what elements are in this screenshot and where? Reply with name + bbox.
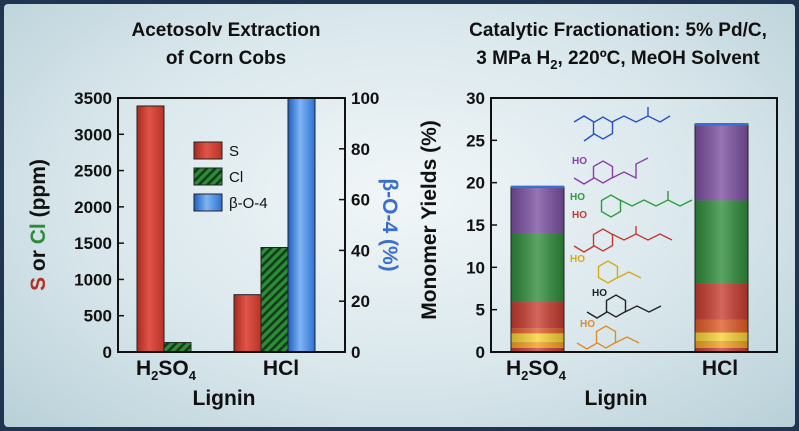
legend-swatch-cl [193, 167, 223, 186]
right-y-axis-label: β-O-4 (%) [378, 178, 401, 271]
right-ytick-label: 20 [351, 292, 370, 311]
left-ytick-label: 500 [84, 307, 112, 326]
right-ytick-label: 80 [351, 140, 370, 159]
legend-label-cl: Cl [229, 169, 243, 186]
stack-segment-shade [695, 283, 748, 320]
molecule-6-ring [605, 294, 627, 318]
right-xtick-h2so4: H2SO4 [506, 357, 567, 383]
stack-segment-shade [695, 124, 748, 201]
legend-label-bo4: β-O-4 [229, 195, 268, 212]
right-x-axis-label: Lignin [585, 387, 648, 410]
stack-segment-shade [695, 319, 748, 333]
left-chart: Acetosolv Extraction of Corn Cobs 0 500 10… [27, 20, 401, 410]
bar-cl-0 [163, 342, 192, 353]
left-plot-area: 0 500 1000 1500 2000 2500 3000 3500 0 20 40 60 80 100 [74, 89, 379, 362]
right-chart-ytick-label: 25 [466, 131, 485, 150]
legend-label-s: S [229, 143, 239, 160]
molecule-1-ring [592, 116, 614, 140]
left-x-axis-label: Lignin [193, 387, 256, 410]
bar-o4-1 [287, 97, 316, 353]
right-chart-y-axis-label: Monomer Yields (%) [418, 120, 441, 320]
left-plot-frame [117, 97, 346, 353]
molecule-2-methoxy [573, 177, 595, 185]
molecule-7-ring [595, 325, 617, 349]
molecule-4-ring [592, 228, 614, 252]
molecule-3-chain [619, 191, 693, 207]
left-ytick-label: 1000 [74, 270, 112, 289]
right-ytick-label: 0 [351, 343, 360, 362]
molecule-1-methoxy [573, 115, 595, 123]
left-xtick-h2so4: H2SO4 [136, 357, 197, 383]
left-title-line-2: of Corn Cobs [166, 48, 286, 69]
right-chart: Catalytic Fractionation: 5% Pd/C, 3 MPa … [418, 20, 778, 410]
structure-oh-label: HO [572, 210, 587, 221]
stack-segment-shade [511, 302, 564, 329]
right-chart-ytick-label: 30 [466, 89, 485, 108]
right-chart-ytick-label: 20 [466, 174, 485, 193]
left-ytick-label: 3500 [74, 89, 112, 108]
molecule-1-hydroxy-bond [583, 133, 595, 142]
stack-segment-shade [695, 340, 748, 348]
right-ytick-label: 60 [351, 191, 370, 210]
structure-oh-label: HO [570, 192, 585, 203]
molecule-5-ring [597, 260, 619, 284]
molecule-4-chain [611, 226, 673, 241]
stack-segment-shade [511, 233, 564, 303]
structure-oh-label: HO [592, 288, 607, 299]
stack-segment-shade [695, 332, 748, 341]
left-ytick-label: 2500 [74, 162, 112, 181]
bar-s-0 [136, 105, 165, 353]
left-ytick-label: 1500 [74, 234, 112, 253]
right-ytick-label: 100 [351, 89, 379, 108]
molecule-2-chain [611, 157, 649, 180]
molecule-1-chain [611, 107, 671, 123]
left-legend: S Cl β-O-4 [193, 141, 268, 212]
left-y-axis-label: S or Cl (ppm) [27, 159, 50, 291]
stack-segment-shade [511, 328, 564, 334]
structure-oh-label: HO [570, 254, 585, 265]
stack-segment-shade [695, 200, 748, 284]
stack-segment-shade [511, 341, 564, 348]
right-chart-ytick-label: 5 [476, 301, 485, 320]
bar-cl-1 [260, 246, 289, 353]
right-chart-ytick-label: 15 [466, 216, 485, 235]
left-xtick-hcl: HCl [263, 357, 299, 380]
molecule-6-chain [624, 305, 662, 313]
right-chart-ytick-label: 0 [476, 343, 485, 362]
molecule-7-methoxy [576, 342, 598, 350]
legend-swatch-s [193, 141, 223, 160]
stack-segment-shade [511, 186, 564, 234]
stack-segment-shade [511, 333, 564, 342]
stack-segment-shade [511, 347, 564, 352]
figure-panel [4, 4, 795, 427]
structure-oh-label: HO [580, 319, 595, 330]
bar-s-1 [233, 294, 262, 353]
monomer-structures: HO HO HO HO HO HO [570, 107, 693, 350]
molecule-4-methoxy [573, 245, 595, 253]
right-title-line-1: Catalytic Fractionation: 5% Pd/C, [469, 20, 767, 41]
molecule-7-chain [614, 336, 640, 344]
left-title-line-1: Acetosolv Extraction [132, 20, 321, 41]
right-ytick-label: 40 [351, 241, 370, 260]
stack-segment-shade [695, 347, 748, 352]
right-title-line-2: 3 MPa H2, 220ºC, MeOH Solvent [476, 48, 760, 72]
left-ytick-label: 2000 [74, 198, 112, 217]
molecule-6-methoxy [586, 311, 608, 319]
structure-oh-label: HO [572, 156, 587, 167]
molecule-5-chain [616, 271, 642, 279]
right-chart-ytick-label: 10 [466, 258, 485, 277]
right-plot-area: 0 5 10 15 20 25 30 [466, 89, 778, 362]
left-ytick-label: 0 [103, 343, 112, 362]
molecule-2-ring [592, 160, 614, 184]
left-ytick-label: 3000 [74, 125, 112, 144]
molecule-3-ring [600, 194, 622, 218]
right-xtick-hcl: HCl [702, 357, 738, 380]
legend-swatch-bo4 [193, 193, 223, 212]
